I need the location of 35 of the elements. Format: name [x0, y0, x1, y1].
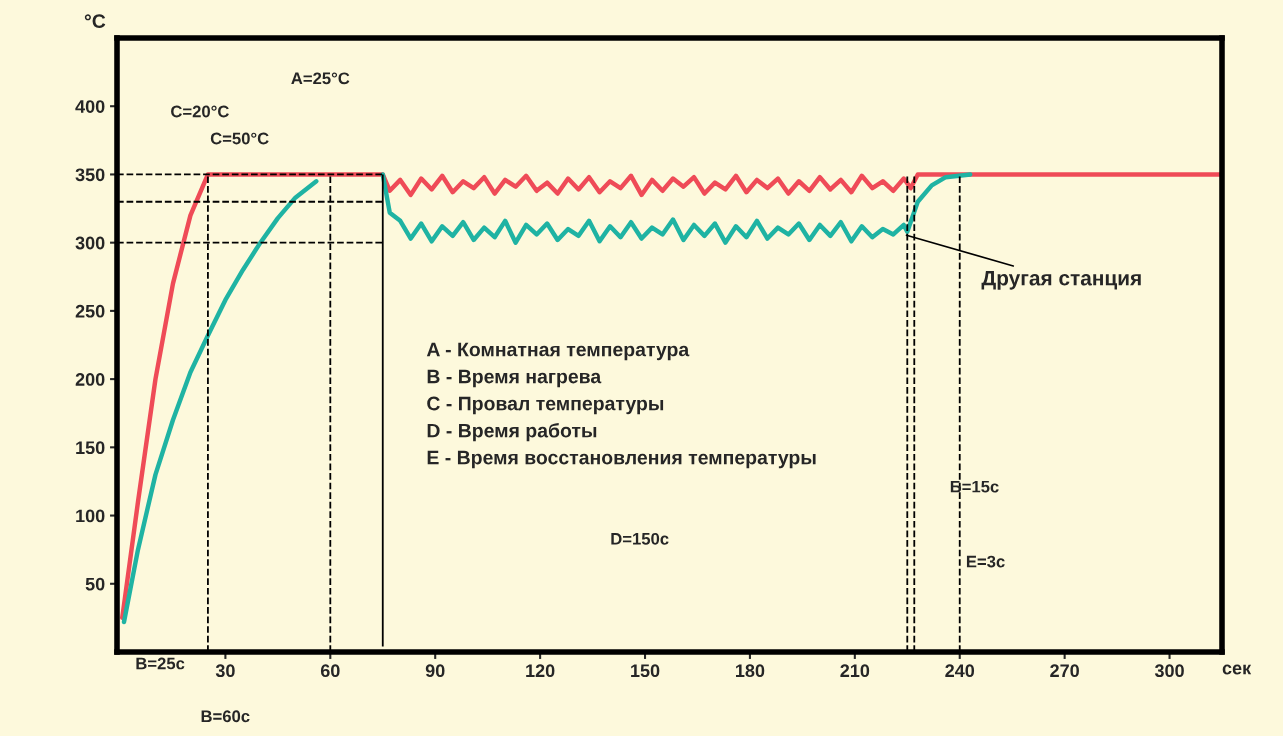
x-tick-label: 180: [736, 664, 765, 678]
x-tick-label: 270: [1050, 664, 1079, 678]
x-tick-label: 30: [215, 664, 235, 678]
annotation: C=50°C: [210, 132, 269, 145]
annotation: C - Провал температуры: [427, 396, 664, 415]
annotation: C=20°C: [171, 105, 229, 118]
annotation: Б=15с: [950, 480, 999, 493]
y-tick-label: 200: [75, 373, 105, 386]
text: B=25с: [136, 657, 185, 670]
y-tick-label: 350: [75, 168, 105, 182]
y-tick-label: 100: [76, 509, 105, 523]
y-axis-title: °C: [84, 14, 106, 29]
annotation: Другая станция: [981, 270, 1141, 290]
annotation: A - Комнатная температура: [426, 342, 690, 361]
y-tick-label: 50: [85, 577, 105, 591]
x-tick-label: 150: [631, 664, 660, 678]
annotation: E=3с: [966, 555, 1005, 568]
y-tick-label: 300: [75, 236, 105, 250]
y-tick-label: 250: [75, 304, 105, 318]
annotation: E - Время восстановления температуры: [427, 450, 816, 469]
x-tick-label: 300: [1154, 664, 1184, 678]
annotation: D=150с: [611, 532, 669, 545]
x-tick-label: 240: [945, 664, 975, 678]
annotation: D - Время работы: [427, 423, 597, 442]
y-tick-label: 150: [76, 441, 105, 455]
line-series: [120, 172, 1222, 621]
x-axis-title: сек: [1222, 664, 1252, 675]
x-tick-label: 210: [840, 664, 870, 678]
text: B=60с: [201, 710, 250, 723]
annotation: A=25°C: [291, 72, 350, 85]
y-tick-label: 400: [75, 100, 105, 113]
x-tick-label: 60: [320, 664, 340, 678]
x-tick-label: 120: [526, 664, 555, 678]
annotation: B - Время нагрева: [427, 369, 602, 388]
x-tick-label: 90: [425, 664, 445, 678]
